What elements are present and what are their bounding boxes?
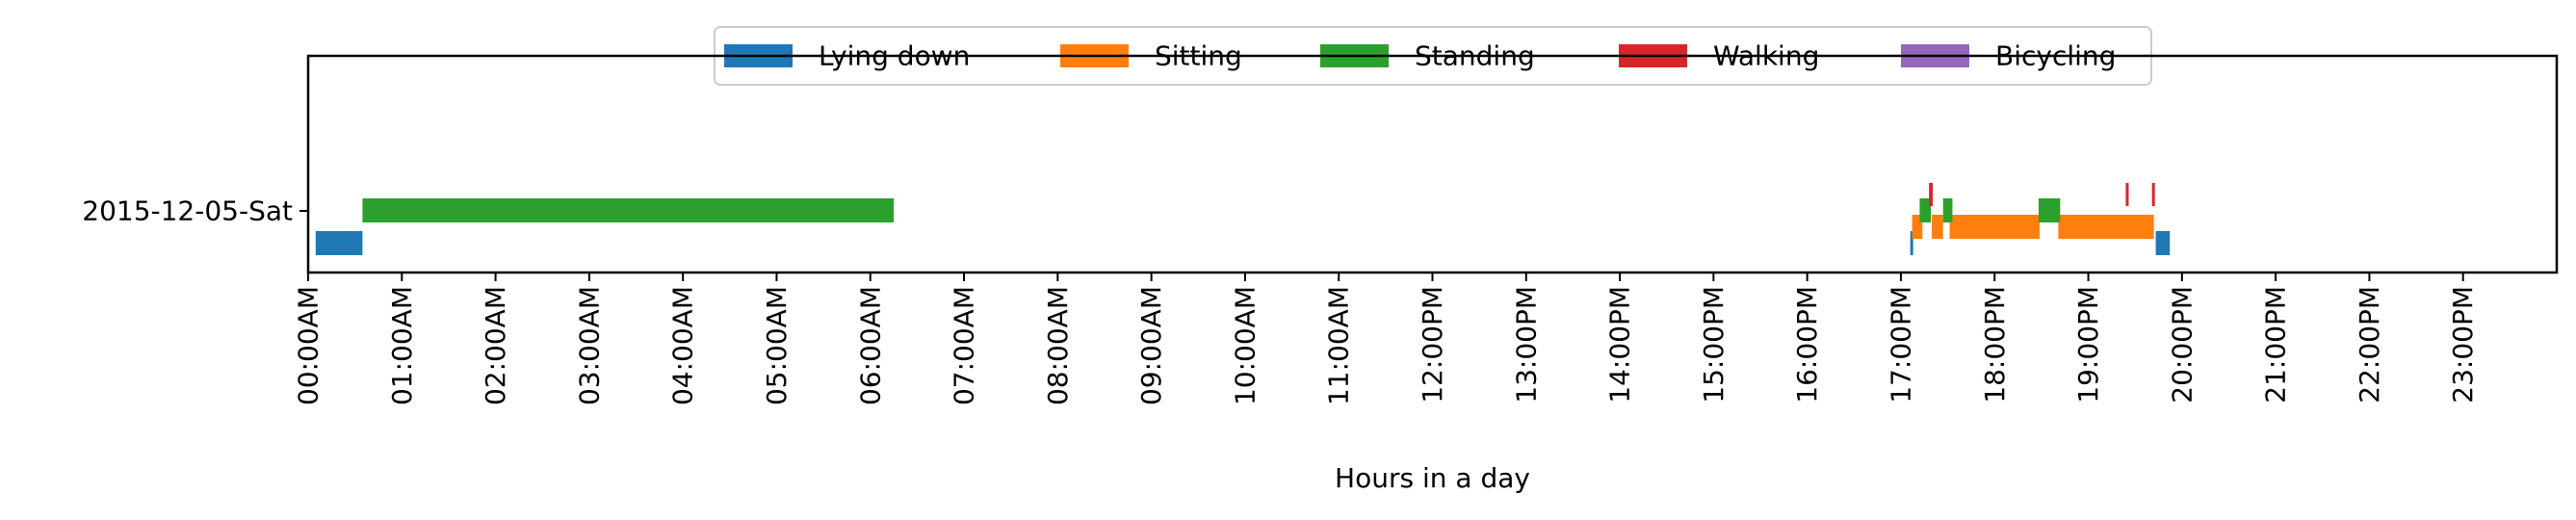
x-tick-label: 05:00AM <box>761 286 793 405</box>
x-tick-label: 21:00PM <box>2260 286 2292 403</box>
x-tick-label: 09:00AM <box>1135 286 1167 405</box>
bar-standing <box>2038 198 2061 222</box>
x-tick-label: 20:00PM <box>2166 286 2198 403</box>
x-tick-label: 11:00AM <box>1323 286 1355 405</box>
bar-sitting <box>1932 215 1943 239</box>
x-tick-label: 00:00AM <box>293 286 325 405</box>
x-tick-label: 18:00PM <box>1979 286 2011 403</box>
activity-bars <box>315 183 2171 255</box>
x-tick-label: 16:00PM <box>1791 286 1823 403</box>
bar-standing <box>1942 198 1953 222</box>
x-tick-label: 01:00AM <box>386 286 418 405</box>
x-axis-title: Hours in a day <box>1335 462 1530 494</box>
bar-walking <box>1929 183 1934 206</box>
bar-sitting <box>1912 215 1923 239</box>
x-tick-label: 10:00AM <box>1229 286 1261 405</box>
bar-sitting <box>1949 215 2040 239</box>
bar-standing <box>362 198 895 222</box>
y-axis: 2015-12-05-Sat <box>82 195 308 227</box>
bar-lying-down <box>1910 231 1913 255</box>
bar-walking <box>2125 183 2129 206</box>
y-tick-label: 2015-12-05-Sat <box>82 195 293 227</box>
x-tick-label: 19:00PM <box>2072 286 2104 403</box>
bar-standing <box>1919 198 1932 222</box>
x-axis: 00:00AM 01:00AM 02:00AM 03:00AM 04:00AM 05:00… <box>293 273 2479 405</box>
bar-lying-down <box>2155 231 2171 255</box>
x-tick-label: 12:00PM <box>1417 286 1448 403</box>
x-tick-label: 08:00AM <box>1042 286 1074 405</box>
plot-area-frame <box>306 54 2559 274</box>
x-tick-label: 02:00AM <box>480 286 511 405</box>
x-tick-label: 22:00PM <box>2354 286 2385 403</box>
x-tick-label: 15:00PM <box>1698 286 1730 403</box>
x-tick-label: 06:00AM <box>854 286 886 405</box>
x-tick-label: 13:00PM <box>1510 286 1542 403</box>
x-tick-label: 03:00AM <box>573 286 605 405</box>
bar-sitting <box>2058 215 2154 239</box>
x-tick-label: 17:00PM <box>1885 286 1916 403</box>
x-tick-label: 14:00PM <box>1604 286 1636 403</box>
x-tick-label: 04:00AM <box>667 286 699 405</box>
x-tick-label: 07:00AM <box>949 286 980 405</box>
bar-lying-down <box>315 231 363 255</box>
bar-walking <box>2151 183 2155 206</box>
x-tick-label: 23:00PM <box>2447 286 2479 403</box>
